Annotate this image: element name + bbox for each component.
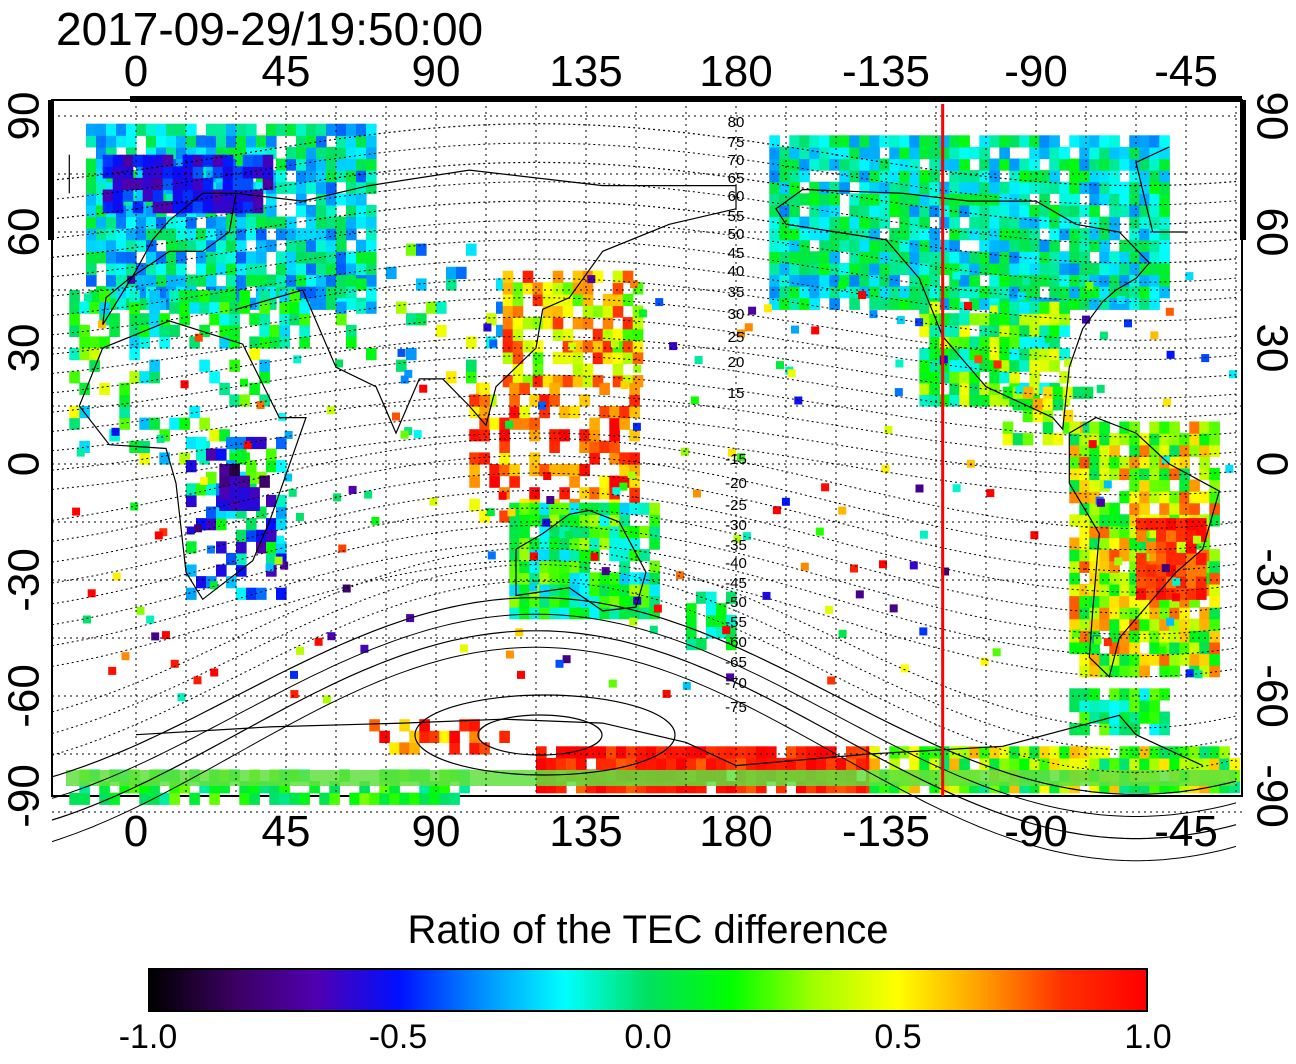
lat-lon-grid [52,100,1242,813]
top-axis-bar [130,96,1242,102]
longitude-tick-label: -45 [1154,47,1218,96]
latitude-tick-label: 30 [0,324,49,373]
magnetic-latitude-label: -35 [725,537,747,554]
longitude-tick-label: -45 [1154,807,1218,856]
latitude-ticks-right: 90 60 30 0 -30 -60 -90 [1248,92,1296,828]
longitude-tick-label: 135 [549,47,622,96]
longitude-tick-label: 135 [549,807,622,856]
latitude-tick-label: -90 [1248,764,1296,828]
magnetic-latitude-label: 30 [728,306,745,323]
map-timestamp: 2017-09-29/19:50:00 [56,3,484,55]
magnetic-latitude-label: -45 [725,575,747,592]
colorbar-label: 1.0 [1124,1018,1172,1056]
magnetic-latitude-label: -15 [725,451,747,468]
magnetic-latitude-label: 15 [728,385,745,402]
latitude-ticks-left: 90 60 30 0 -30 -60 -90 [0,92,49,828]
longitude-tick-label: -135 [842,47,930,96]
longitude-tick-label: -90 [1004,807,1068,856]
tec-data-layer [66,123,1240,805]
colorbar-label: -0.5 [368,1018,428,1056]
colorbar-label: 0.0 [624,1018,672,1056]
longitude-tick-label: 45 [262,807,311,856]
latitude-tick-label: 30 [1248,324,1296,373]
magnetic-latitude-label: 60 [728,188,745,205]
colorbar [148,968,1148,1012]
latitude-tick-label: -60 [1248,664,1296,728]
longitude-tick-label: 90 [412,47,461,96]
magnetic-latitude-label: -30 [725,517,747,534]
latitude-tick-label: 90 [1248,92,1296,141]
magnetic-latitude-labels: 8075706560555045403530252015-15-20-25-30… [725,114,747,716]
longitude-tick-label: 45 [262,47,311,96]
latitude-tick-label: 0 [1248,452,1296,476]
magnetic-latitude-label: -20 [725,475,747,492]
colorbar-label: -1.0 [118,1018,178,1056]
longitude-tick-label: 180 [699,47,772,96]
magnetic-latitude-label: -55 [725,614,747,631]
latitude-tick-label: -90 [0,764,49,828]
colorbar-label: 0.5 [874,1018,922,1056]
latitude-tick-label: 90 [0,92,49,141]
latitude-tick-label: 60 [0,208,49,257]
latitude-tick-label: -30 [1248,548,1296,612]
magnetic-latitude-label: 80 [728,114,745,131]
longitude-ticks-top: 0 45 90 135 180 -135 -90 -45 [124,47,1218,96]
tec-map: 0 45 90 135 180 -135 -90 -45 0 45 90 135 180 -135 -90… [0,47,1296,862]
magnetic-latitude-label: -65 [725,654,747,671]
magnetic-latitude-label: 75 [728,134,745,151]
longitude-tick-label: 90 [412,807,461,856]
magnetic-latitude-label: -50 [725,594,747,611]
magnetic-latitude-label: 50 [728,226,745,243]
magnetic-latitude-label: -40 [725,555,747,572]
latitude-tick-label: -30 [0,548,49,612]
colorbar-title: Ratio of the TEC difference [407,908,889,952]
right-axis-bar [1240,100,1246,240]
magnetic-latitude-label: 35 [728,284,745,301]
longitude-tick-label: -135 [842,807,930,856]
longitude-tick-label: 0 [124,807,148,856]
latitude-tick-label: -60 [0,664,49,728]
latitude-tick-label: 60 [1248,208,1296,257]
magnetic-latitude-label: 45 [728,245,745,262]
magnetic-latitude-label: 65 [728,170,745,187]
longitude-tick-label: 180 [699,807,772,856]
magnetic-latitude-label: 25 [728,329,745,346]
longitude-tick-label: -90 [1004,47,1068,96]
coastlines [68,146,1221,776]
longitude-tick-label: 0 [124,47,148,96]
magnetic-latitude-label: -25 [725,497,747,514]
left-axis-bar [48,100,54,240]
magnetic-latitude-label: 20 [728,354,745,371]
magnetic-latitude-label: -60 [725,634,747,651]
latitude-tick-label: 0 [0,452,49,476]
magnetic-latitude-label: 70 [728,152,745,169]
magnetic-latitude-label: 55 [728,208,745,225]
magnetic-latitude-label: 40 [728,263,745,280]
magnetic-latitude-label: -70 [725,675,747,692]
longitude-ticks-bottom: 0 45 90 135 180 -135 -90 -45 [124,807,1218,856]
magnetic-latitude-contours [51,123,1237,862]
magnetic-latitude-label: -75 [725,699,747,716]
